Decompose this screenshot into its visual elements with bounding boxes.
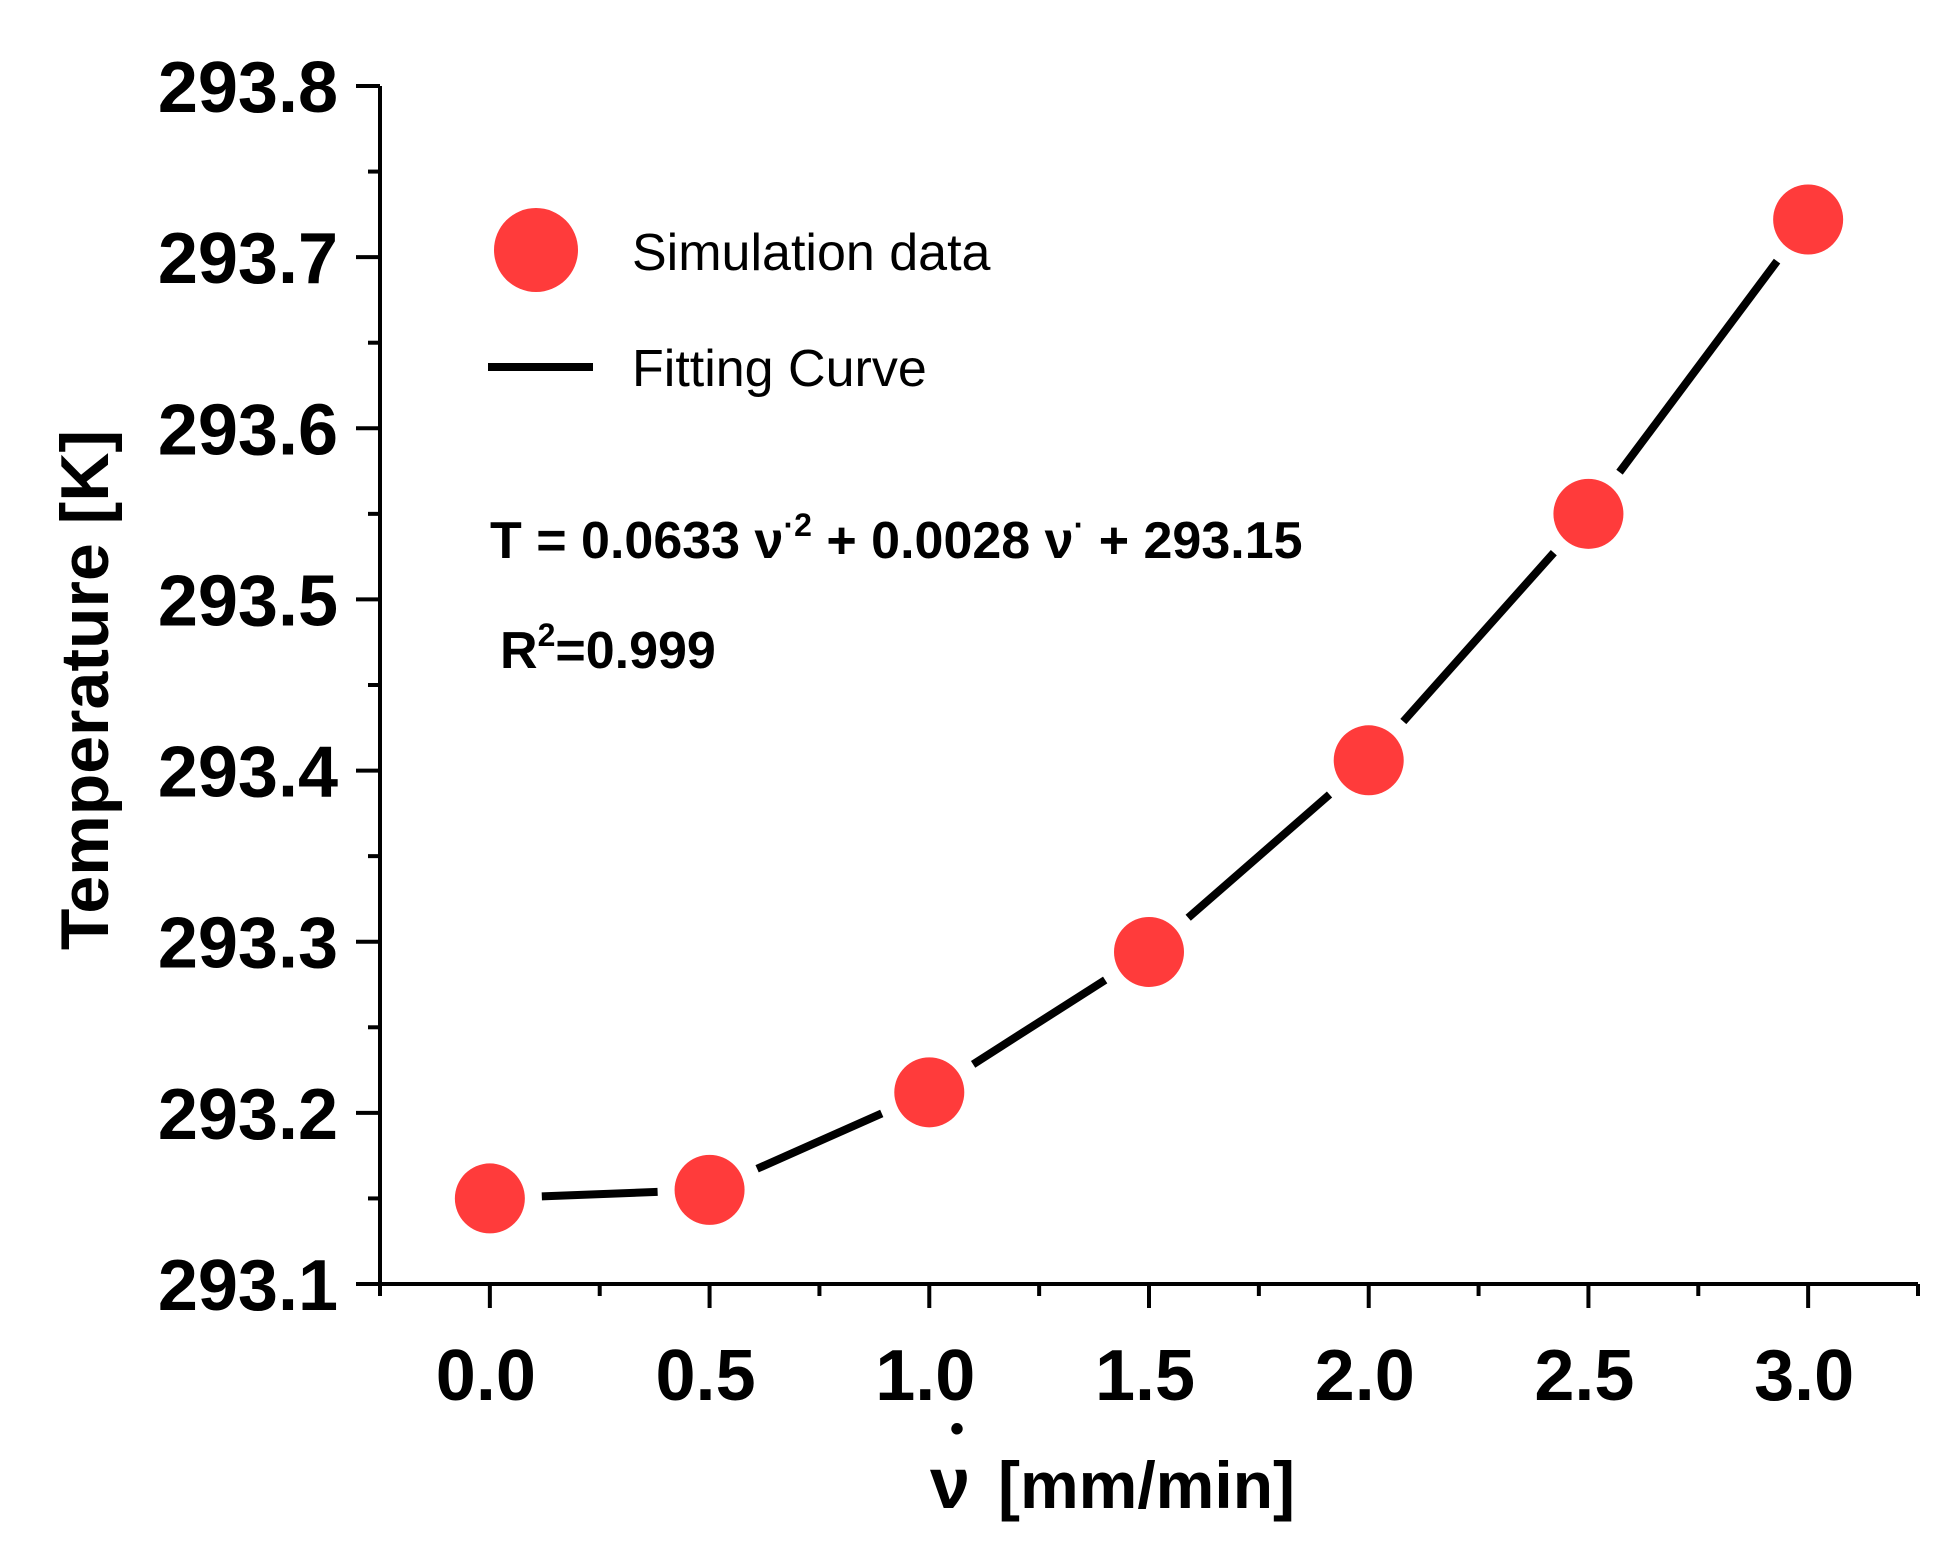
r-squared-prefix: R <box>500 622 538 680</box>
y-tick-label: 293.4 <box>158 733 338 813</box>
legend-label-simulation-data: Simulation data <box>632 224 991 282</box>
legend-label-fitting-curve: Fitting Curve <box>632 340 927 398</box>
y-tick-label: 293.1 <box>158 1246 338 1326</box>
axes <box>378 86 1918 1286</box>
y-tick-label: 293.7 <box>158 219 338 299</box>
fitting-curve-segment <box>541 1187 658 1201</box>
simulation-data-point <box>1553 478 1624 549</box>
x-tick-label: 2.5 <box>1534 1336 1634 1416</box>
fitting-curve-series <box>541 258 1781 1201</box>
legend-marker-simulation-data <box>494 208 578 292</box>
fitting-curve-segment <box>1185 791 1333 921</box>
r-squared-value: =0.999 <box>555 622 716 680</box>
fit-equation-part-3: + 293.15 <box>1084 512 1302 570</box>
x-axis-title-symbol: ν <box>930 1444 970 1524</box>
ticks: 293.1 293.2 293.3 293.4 293.5 293.6 293.7 293.8… <box>158 48 1920 1416</box>
simulation-data-point <box>1773 184 1844 255</box>
legend: Simulation data Fitting Curve <box>488 208 991 398</box>
simulation-data-series <box>454 184 1844 1234</box>
x-axis-title-unit: [mm/min] <box>998 1448 1295 1522</box>
y-tick-label: 293.6 <box>158 390 338 470</box>
y-tick-label: 293.8 <box>158 48 338 128</box>
fitting-curve-segment <box>970 976 1108 1068</box>
fitting-curve-segment <box>1400 550 1557 725</box>
x-tick-label: 0.5 <box>656 1336 756 1416</box>
y-axis-title: Temperature [K] <box>47 430 123 950</box>
x-axis-title: ν • [mm/min] <box>930 1407 1295 1524</box>
fitting-curve-segment <box>755 1109 884 1173</box>
x-tick-label: 3.0 <box>1754 1336 1854 1416</box>
r-squared-sup: 2 <box>538 617 556 653</box>
x-tick-label: 0.0 <box>436 1336 536 1416</box>
fit-equation-sup-1: ·2 <box>783 507 811 543</box>
x-axis-title-dot: • <box>950 1407 964 1451</box>
simulation-data-point <box>674 1154 745 1225</box>
simulation-data-point <box>894 1057 965 1128</box>
fit-equation-part-2: + 0.0028 ν <box>812 512 1074 570</box>
y-tick-label: 293.5 <box>158 561 338 641</box>
y-tick-label: 293.2 <box>158 1075 338 1155</box>
simulation-data-point <box>454 1163 525 1234</box>
x-tick-label: 1.5 <box>1095 1336 1195 1416</box>
simulation-data-point <box>1333 725 1404 796</box>
simulation-data-point <box>1114 916 1184 987</box>
fit-equation-part-1: T = 0.0633 ν <box>490 512 783 570</box>
fitting-curve-segment <box>1616 258 1781 475</box>
fit-equation: T = 0.0633 ν·2 + 0.0028 ν· + 293.15 <box>490 507 1303 570</box>
y-tick-label: 293.3 <box>158 904 338 984</box>
fit-equation-sup-2: · <box>1074 507 1085 543</box>
x-tick-label: 1.0 <box>875 1336 975 1416</box>
r-squared: R2=0.999 <box>500 617 716 680</box>
x-tick-label: 2.0 <box>1315 1336 1415 1416</box>
